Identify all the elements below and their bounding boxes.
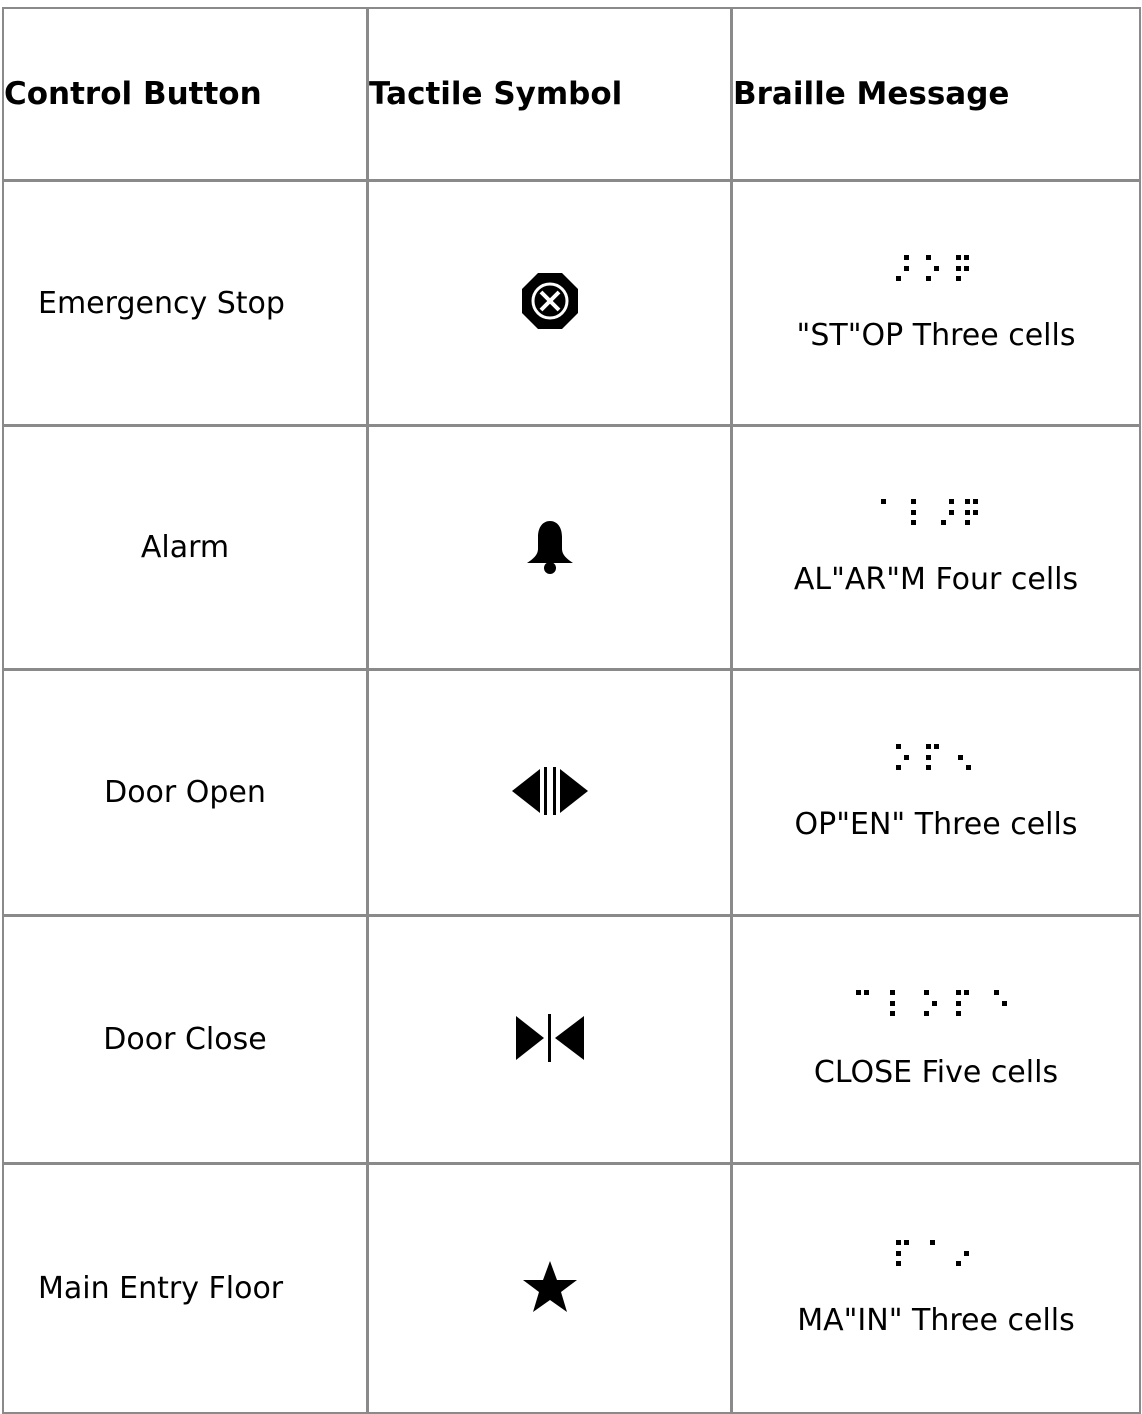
braille-dots-icon <box>881 499 978 525</box>
tactile-symbol-cell <box>368 426 732 670</box>
braille-caption: "ST"OP Three cells <box>796 317 1076 353</box>
table-row: Door Open OP"EN" Three cells <box>2 670 1141 916</box>
control-name: Alarm <box>2 426 368 670</box>
control-name: Main Entry Floor <box>2 1164 368 1414</box>
table-row: Main Entry Floor MA"IN" Three cells <box>2 1164 1141 1414</box>
tactile-symbol-cell <box>368 916 732 1164</box>
header-tactile-symbol: Tactile Symbol <box>368 7 732 181</box>
control-name: Emergency Stop <box>2 181 368 426</box>
door-close-arrows-icon <box>515 1013 584 1062</box>
braille-caption: OP"EN" Three cells <box>794 807 1078 842</box>
header-row: Control Button Tactile Symbol Braille Me… <box>2 7 1141 181</box>
braille-dots-icon <box>856 990 1007 1016</box>
door-open-arrows-icon <box>511 766 588 815</box>
table-row: Emergency Stop "ST"OP Three cells <box>2 181 1141 426</box>
braille-dots-icon <box>896 744 971 770</box>
braille-caption: AL"AR"M Four cells <box>793 562 1079 597</box>
braille-message-cell: OP"EN" Three cells <box>732 670 1141 916</box>
header-control-button: Control Button <box>2 7 368 181</box>
star-icon <box>522 1260 577 1312</box>
tactile-symbol-cell <box>368 670 732 916</box>
header-braille-message: Braille Message <box>732 7 1141 181</box>
braille-message-cell: MA"IN" Three cells <box>732 1164 1141 1414</box>
braille-dots-icon <box>896 1240 969 1266</box>
elevator-controls-table: Control Button Tactile Symbol Braille Me… <box>2 7 1141 1414</box>
octagon-x-icon <box>521 273 578 329</box>
braille-caption: CLOSE Five cells <box>813 1055 1059 1090</box>
braille-message-cell: "ST"OP Three cells <box>732 181 1141 426</box>
braille-message-cell: CLOSE Five cells <box>732 916 1141 1164</box>
control-name: Door Close <box>2 916 368 1164</box>
control-name: Door Open <box>2 670 368 916</box>
braille-caption: MA"IN" Three cells <box>797 1303 1075 1338</box>
braille-message-cell: AL"AR"M Four cells <box>732 426 1141 670</box>
table-row: Door Close CLOSE Five cells <box>2 916 1141 1164</box>
tactile-symbol-cell <box>368 1164 732 1414</box>
tactile-symbol-cell <box>368 181 732 426</box>
bell-icon <box>526 520 573 574</box>
braille-dots-icon <box>896 254 969 281</box>
table-row: Alarm AL"AR"M Four cells <box>2 426 1141 670</box>
